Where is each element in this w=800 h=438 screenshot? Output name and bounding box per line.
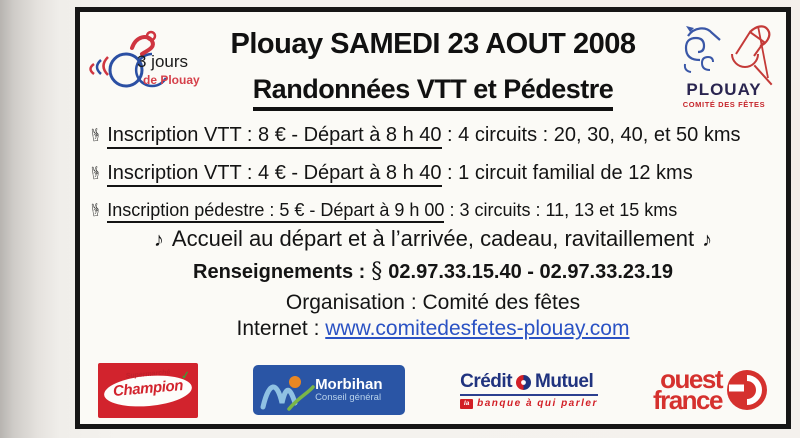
champion-logo: Supermarché Champion ✓ bbox=[98, 362, 198, 418]
internet-label: Internet : bbox=[236, 317, 320, 340]
conseil-general-label: Conseil général bbox=[315, 391, 382, 403]
accueil-line: ♪ Accueil au départ et à l’arrivée, cadea… bbox=[80, 226, 786, 252]
ouest-france-logo: ouest france bbox=[652, 364, 768, 415]
comite-des-fetes-label: COMITÉ DES FÊTES bbox=[682, 100, 766, 109]
plouay-label: PLOUAY bbox=[666, 80, 782, 100]
phone-numbers: 02.97.33.15.40 - 02.97.33.23.19 bbox=[388, 261, 673, 283]
france-label: france bbox=[652, 385, 724, 415]
ouest-france-disc-icon bbox=[726, 370, 767, 410]
trois-jours-label: 3 jours bbox=[137, 52, 189, 71]
credit-label: Crédit bbox=[460, 371, 513, 392]
inscription-pedestre-line: ✌︎ Inscription pédestre : 5 € - Départ à … bbox=[86, 200, 678, 223]
morbihan-logo: Morbihan Conseil général bbox=[253, 365, 406, 415]
hand-bullet-icon: ✌︎ bbox=[86, 125, 104, 146]
champion-check-icon: ✓ bbox=[180, 368, 191, 383]
inscription-detail: : 4 circuits : 20, 30, 40, et 50 kms bbox=[441, 124, 741, 146]
inscription-vtt-4-line: ✌︎ Inscription VTT : 4 € - Départ à 8 h 4… bbox=[86, 162, 693, 187]
inscription-vtt-8-line: ✌︎ Inscription VTT : 8 € - Départ à 8 h 4… bbox=[86, 124, 741, 149]
accueil-text: Accueil au départ et à l’arrivée, cadeau… bbox=[171, 226, 695, 251]
organisation-line: Organisation : Comité des fêtes bbox=[285, 291, 581, 314]
page-title: Plouay SAMEDI 23 AOUT 2008 bbox=[230, 28, 636, 60]
internet-line: Internet : www.comitedesfetes-plouay.com bbox=[80, 317, 786, 341]
hand-bullet-icon: ✌︎ bbox=[86, 163, 104, 184]
phone-icon: § bbox=[371, 259, 383, 284]
mutuel-label: Mutuel bbox=[535, 371, 594, 392]
hand-bullet-icon: ✌︎ bbox=[86, 200, 104, 221]
cm-tagline: banque à qui parler bbox=[477, 398, 598, 409]
inscription-underlined: Inscription pédestre : 5 € - Départ à 9 … bbox=[107, 200, 445, 223]
inscription-detail: : 1 circuit familial de 12 kms bbox=[441, 162, 693, 184]
credit-mutuel-emblem-icon bbox=[516, 374, 532, 390]
triskelion-cyclist-icon bbox=[683, 25, 771, 79]
trois-jours-de-plouay-logo: 3 jours de Plouay bbox=[88, 26, 212, 112]
morbihan-swoosh-icon bbox=[260, 376, 315, 411]
flyer: 3 jours de Plouay Plouay SAMEDI 23 AOUT … bbox=[75, 7, 791, 429]
renseignements-label: Renseignements : bbox=[193, 261, 366, 283]
ouest-label: ouest bbox=[660, 364, 723, 395]
page-subtitle: Randonnées VTT et Pédestre bbox=[252, 74, 614, 111]
cyclist-wheels-icon bbox=[89, 30, 168, 88]
sponsor-row: Supermarché Champion ✓ Morbihan Conseil … bbox=[80, 360, 786, 420]
plouay-comite-logo: PLOUAY COMITÉ DES FÊTES bbox=[666, 20, 788, 124]
credit-mutuel-logo: Crédit Mutuel la banque à qui parler bbox=[460, 371, 598, 409]
morbihan-label: Morbihan bbox=[315, 376, 383, 394]
inscription-underlined: Inscription VTT : 4 € - Départ à 8 h 40 bbox=[107, 162, 442, 187]
renseignements-line: Renseignements : § 02.97.33.15.40 - 02.97.… bbox=[80, 259, 786, 284]
inscription-underlined: Inscription VTT : 8 € - Départ à 8 h 40 bbox=[107, 124, 442, 149]
website-link[interactable]: www.comitedesfetes-plouay.com bbox=[325, 317, 630, 340]
de-plouay-label: de Plouay bbox=[143, 73, 200, 87]
inscription-detail: : 3 circuits : 11, 13 et 15 kms bbox=[444, 200, 678, 220]
music-note-icon: ♪ bbox=[702, 229, 713, 251]
cm-la-badge: la bbox=[460, 398, 474, 409]
music-note-icon: ♪ bbox=[153, 229, 164, 251]
